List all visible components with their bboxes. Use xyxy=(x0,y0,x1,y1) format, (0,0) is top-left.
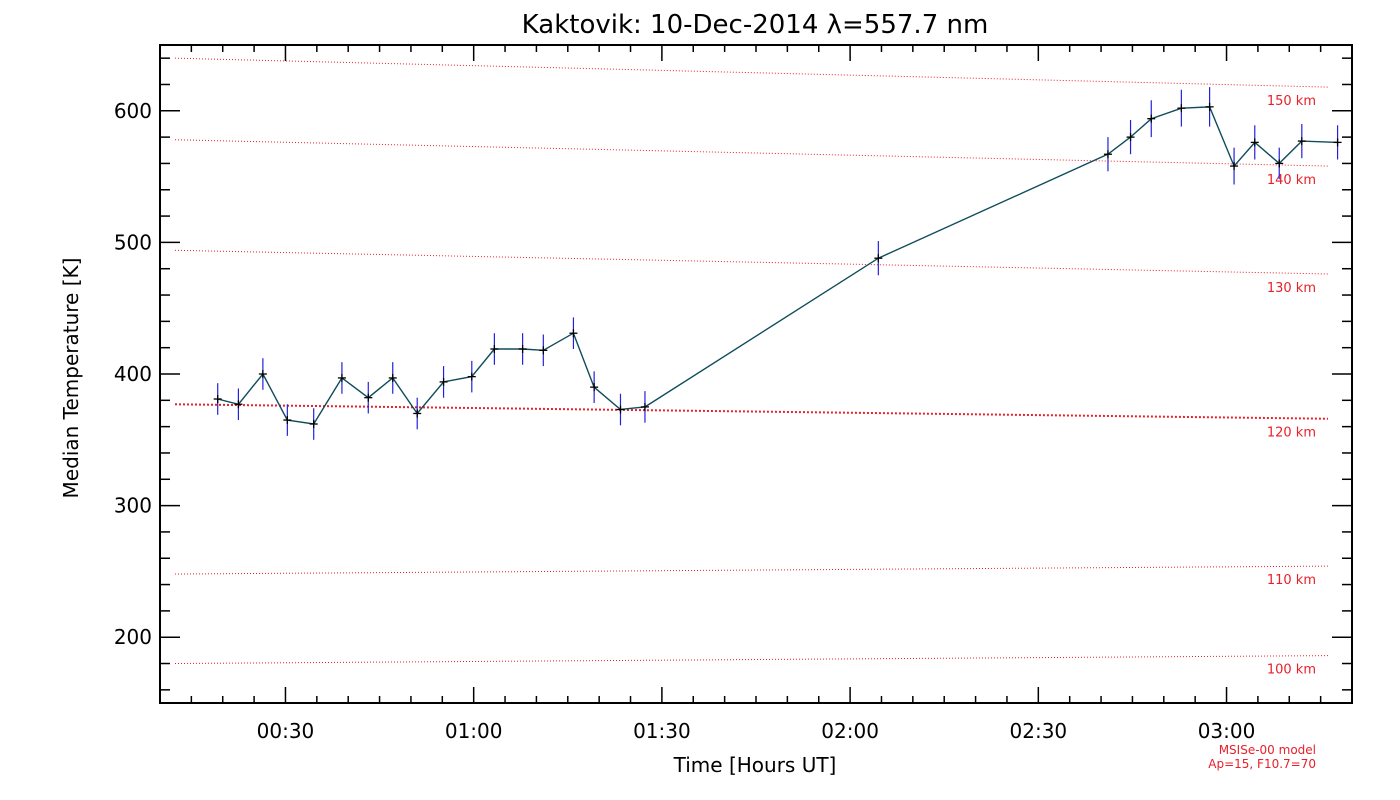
data-point-25 xyxy=(1250,138,1259,147)
x-tick-label-4: 02:30 xyxy=(1010,719,1068,743)
data-point-8 xyxy=(413,409,422,418)
model-note-line2: Ap=15, F10.7=70 xyxy=(1208,757,1316,771)
data-point-2 xyxy=(258,370,267,378)
data-point-16 xyxy=(616,405,625,414)
chart-title: Kaktovik: 10-Dec-2014 λ=557.7 nm xyxy=(522,10,989,40)
data-point-22 xyxy=(1177,104,1186,113)
x-tick-label-3: 02:00 xyxy=(821,719,879,743)
data-point-19 xyxy=(1103,150,1112,159)
data-point-4 xyxy=(309,420,318,429)
series-line-0 xyxy=(217,106,1338,425)
data-point-12 xyxy=(518,344,527,353)
data-point-21 xyxy=(1147,114,1156,123)
data-point-9 xyxy=(439,377,448,386)
plot-frame xyxy=(159,44,1353,704)
data-point-5 xyxy=(337,373,346,382)
y-tick-label-1: 300 xyxy=(114,494,152,518)
data-point-18 xyxy=(874,254,883,263)
data-point-17 xyxy=(640,402,649,411)
data-series xyxy=(213,87,1342,440)
y-tick-label-0: 200 xyxy=(114,625,152,649)
data-point-6 xyxy=(364,393,373,402)
data-point-1 xyxy=(234,400,243,409)
model-line-1 xyxy=(174,565,1329,575)
data-point-20 xyxy=(1126,133,1135,142)
data-point-28 xyxy=(1333,138,1342,147)
data-point-14 xyxy=(569,329,578,338)
model-lines: 100 km 110 km 120 km 130 km 140 km 150 km xyxy=(174,57,1329,678)
model-line-0 xyxy=(174,655,1329,665)
data-point-13 xyxy=(539,346,548,355)
model-line-label-5: 150 km xyxy=(1267,94,1316,109)
y-tick-label-3: 500 xyxy=(114,230,152,254)
data-point-27 xyxy=(1297,137,1306,146)
x-tick-label-1: 01:00 xyxy=(445,719,503,743)
model-note-line1: MSISe-00 model xyxy=(1219,743,1316,757)
model-line-label-4: 140 km xyxy=(1267,173,1316,188)
data-point-26 xyxy=(1275,159,1284,168)
y-tick-label-2: 400 xyxy=(114,362,152,386)
x-tick-label-5: 03:00 xyxy=(1198,719,1256,743)
model-line-label-2: 120 km xyxy=(1267,426,1316,441)
data-point-11 xyxy=(490,344,499,353)
data-point-3 xyxy=(283,416,292,425)
data-point-24 xyxy=(1230,162,1239,171)
y-axis-label: Median Temperature [K] xyxy=(59,258,83,499)
model-line-4 xyxy=(174,139,1329,167)
model-line-label-3: 130 km xyxy=(1267,281,1316,296)
model-line-2 xyxy=(174,403,1329,420)
data-point-23 xyxy=(1205,102,1214,111)
model-line-label-0: 100 km xyxy=(1267,663,1316,678)
y-tick-label-4: 600 xyxy=(114,99,152,123)
x-tick-label-2: 01:30 xyxy=(633,719,691,743)
x-axis-label: Time [Hours UT] xyxy=(673,753,837,777)
model-line-5 xyxy=(174,57,1329,88)
model-line-3 xyxy=(174,249,1329,275)
data-point-7 xyxy=(388,373,397,382)
data-point-10 xyxy=(467,372,476,381)
data-point-0 xyxy=(213,395,222,404)
x-tick-label-0: 00:30 xyxy=(257,719,315,743)
axes: 00:30 01:00 01:30 02:00 02:30 03:00 200 300 400 5… xyxy=(114,44,1353,743)
data-point-15 xyxy=(590,383,599,392)
model-line-label-1: 110 km xyxy=(1267,573,1316,588)
